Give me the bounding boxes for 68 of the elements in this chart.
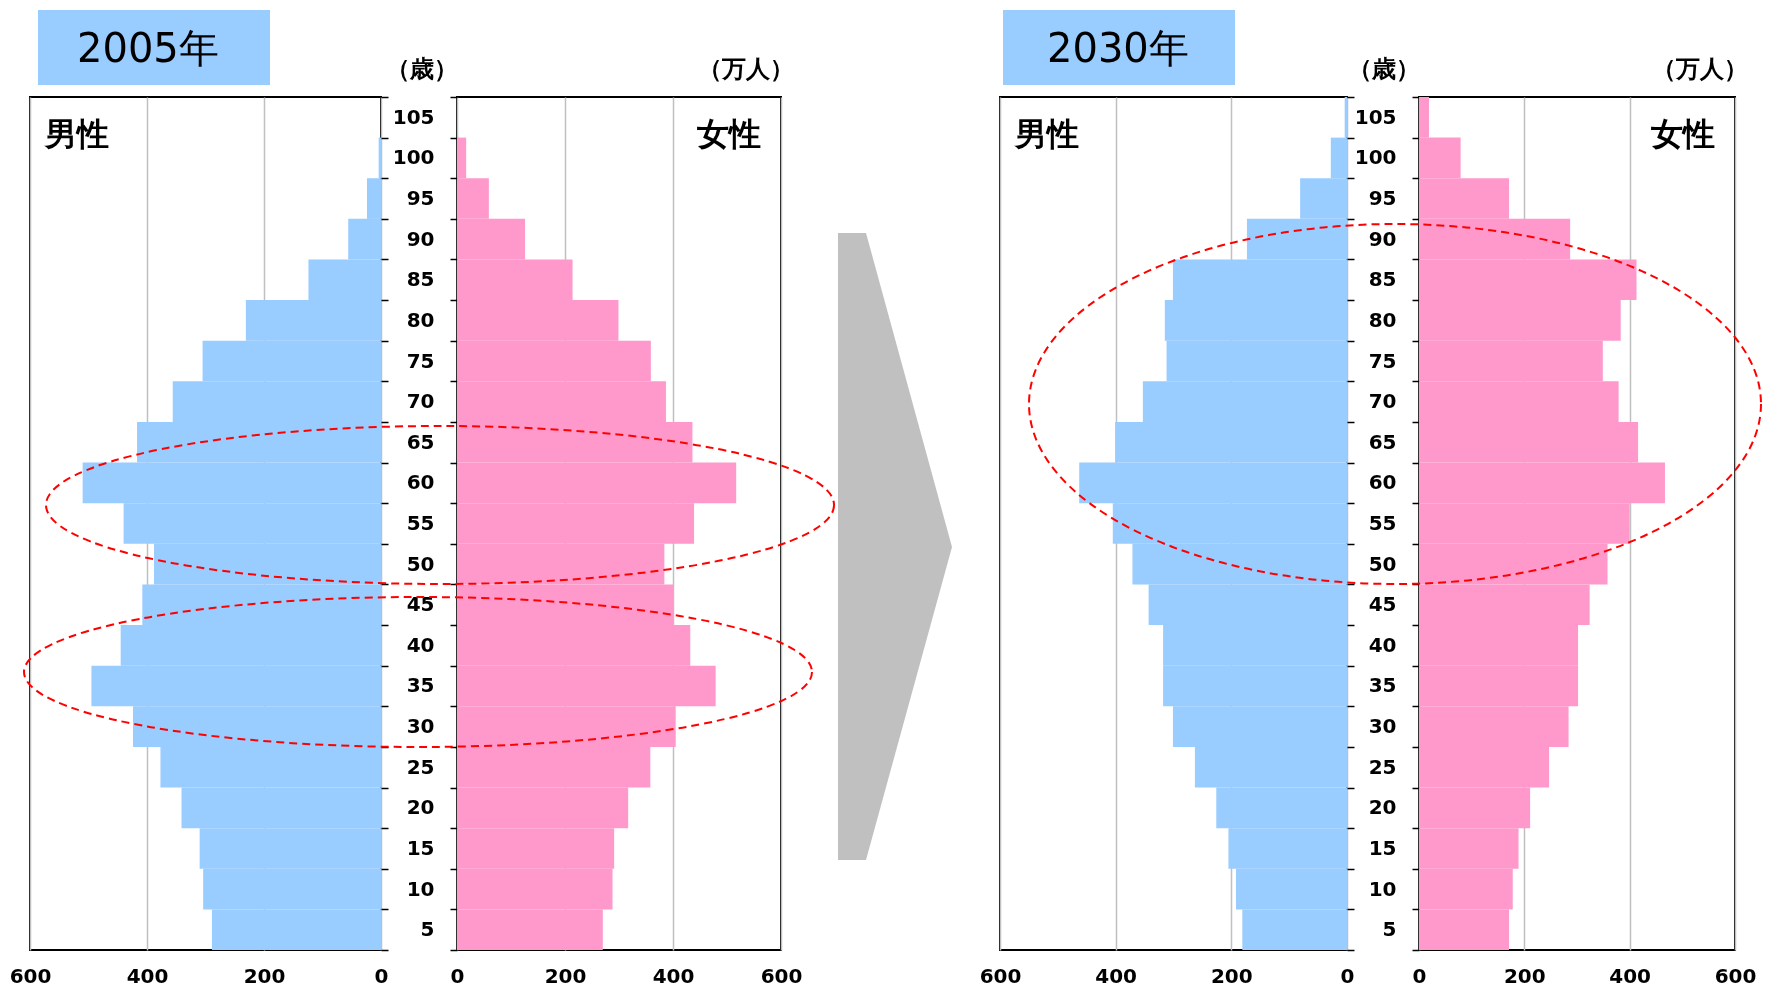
x-tick-label: 200 [1210,963,1253,988]
y-tick-label: 25 [1368,754,1397,779]
y-tick-label: 95 [1368,186,1397,211]
y-tick-label: 30 [1368,714,1397,739]
x-tick-label: 200 [1503,963,1546,988]
x-tick-label: 200 [544,963,587,988]
y-tick-label: 20 [1368,795,1397,820]
y-tick-label: 50 [1368,551,1397,576]
y-tick-label: 65 [406,429,435,454]
x-tick-label: 600 [760,963,803,988]
text: 女性 [1650,115,1715,153]
y-tick-label: 45 [406,592,435,617]
y-tick-label: 80 [1368,307,1397,332]
y-tick-label: 10 [1368,876,1397,901]
text: 女性 [696,115,761,153]
y-tick-label: 75 [406,348,435,373]
y-tick-label: 55 [406,511,435,535]
y-tick-label: 5 [420,917,435,942]
y-tick-label: 70 [406,389,435,414]
y-tick-label: 90 [1368,226,1397,251]
y-tick-label: 50 [406,551,435,576]
text: 男性 [44,115,109,153]
y-tick-label: 35 [1368,673,1397,698]
x-tick-label: 400 [652,963,695,988]
y-tick-label: 85 [1368,267,1397,292]
text: 男性 [1014,115,1079,153]
y-tick-label: 90 [406,226,435,251]
chart-title: 2030年 [1047,25,1189,72]
x-axis-title: （万人） [697,54,794,83]
x-tick-label: 0 [1340,963,1355,988]
x-tick-label: 600 [1714,963,1757,988]
x-axis-title: （万人） [1651,54,1748,83]
y-tick-label: 70 [1368,389,1397,414]
y-tick-label: 25 [406,754,435,779]
y-tick-label: 60 [406,470,435,495]
chart-title: 2005年 [77,25,219,72]
x-tick-label: 600 [979,963,1022,988]
x-tick-label: 400 [1095,963,1138,988]
y-tick-label: 85 [406,267,435,292]
x-tick-label: 200 [243,963,286,988]
y-tick-label: 100 [392,145,435,170]
x-tick-label: 400 [126,963,169,988]
y-tick-label: 35 [406,673,435,698]
y-tick-label: 15 [1368,835,1397,860]
y-tick-label: 45 [1368,592,1397,617]
y-tick-label: 15 [406,835,435,860]
y-tick-label: 40 [1368,632,1397,657]
x-tick-label: 400 [1609,963,1652,988]
y-tick-label: 80 [406,307,435,332]
y-tick-label: 55 [1368,511,1397,535]
y-tick-label: 20 [406,795,435,820]
y-tick-label: 60 [1368,470,1397,495]
y-tick-label: 75 [1368,348,1397,373]
y-tick-label: 105 [1354,104,1397,129]
y-tick-label: 100 [1354,145,1397,170]
x-tick-label: 0 [450,963,465,988]
x-tick-label: 0 [374,963,389,988]
y-tick-label: 5 [1382,917,1397,942]
y-axis-title: （歳） [385,54,458,83]
x-tick-label: 0 [1412,963,1427,988]
y-tick-label: 40 [406,632,435,657]
y-axis-title: （歳） [1347,54,1420,83]
y-tick-label: 10 [406,876,435,901]
y-tick-label: 30 [406,714,435,739]
y-tick-label: 95 [406,186,435,211]
x-tick-label: 600 [9,963,52,988]
y-tick-label: 105 [392,104,435,129]
y-tick-label: 65 [1368,429,1397,454]
